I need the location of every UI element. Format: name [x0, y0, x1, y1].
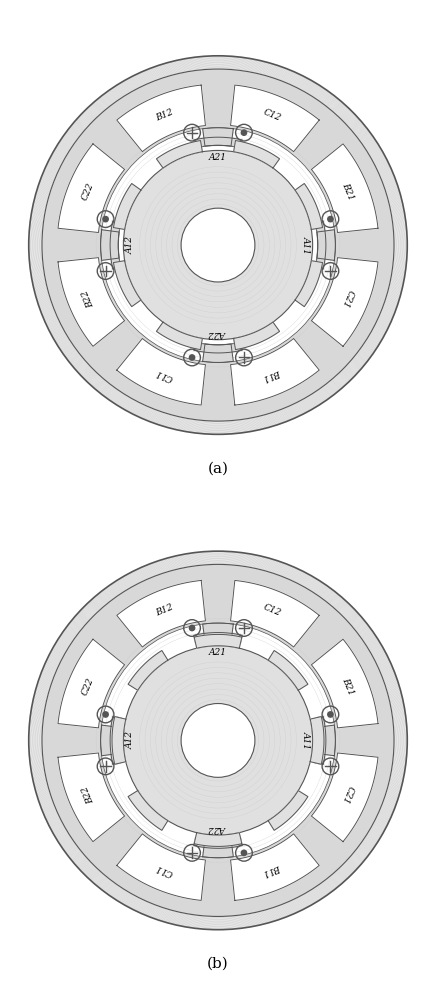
Polygon shape — [112, 717, 126, 764]
Circle shape — [103, 216, 108, 222]
Text: A12: A12 — [126, 731, 134, 749]
Circle shape — [181, 704, 255, 777]
Polygon shape — [310, 717, 324, 764]
Polygon shape — [295, 261, 323, 307]
Text: B12: B12 — [154, 603, 174, 618]
Polygon shape — [128, 651, 168, 690]
Polygon shape — [101, 725, 119, 756]
Text: C12: C12 — [262, 108, 282, 123]
Polygon shape — [113, 184, 141, 229]
Text: B21: B21 — [340, 181, 355, 201]
Polygon shape — [268, 651, 308, 690]
Polygon shape — [268, 791, 308, 830]
Polygon shape — [317, 725, 335, 756]
Polygon shape — [234, 141, 279, 168]
Text: B22: B22 — [81, 784, 96, 804]
Polygon shape — [117, 834, 205, 900]
Polygon shape — [231, 338, 319, 405]
Polygon shape — [234, 322, 279, 350]
Text: C11: C11 — [154, 863, 174, 878]
Polygon shape — [203, 344, 233, 362]
Polygon shape — [194, 137, 242, 148]
Text: B22: B22 — [81, 289, 96, 309]
Polygon shape — [311, 753, 378, 842]
Text: A11: A11 — [302, 731, 310, 749]
Text: A11: A11 — [302, 236, 310, 254]
Polygon shape — [231, 85, 319, 152]
Text: A21: A21 — [209, 648, 227, 657]
Polygon shape — [194, 633, 242, 643]
Text: C22: C22 — [81, 676, 96, 697]
Circle shape — [241, 850, 247, 856]
Text: C12: C12 — [262, 603, 282, 618]
Polygon shape — [58, 753, 125, 842]
Circle shape — [189, 355, 195, 360]
Circle shape — [328, 712, 333, 717]
Text: A21: A21 — [209, 153, 227, 162]
Polygon shape — [317, 230, 335, 260]
Circle shape — [103, 712, 108, 717]
Circle shape — [42, 69, 394, 421]
Circle shape — [189, 625, 195, 631]
Polygon shape — [117, 580, 205, 647]
Text: A22: A22 — [209, 824, 227, 833]
Circle shape — [123, 646, 313, 835]
Polygon shape — [58, 144, 125, 233]
Circle shape — [42, 564, 394, 916]
Text: B11: B11 — [262, 863, 282, 878]
Polygon shape — [113, 261, 141, 307]
Text: C11: C11 — [154, 367, 174, 383]
Polygon shape — [157, 322, 202, 350]
Polygon shape — [315, 716, 326, 765]
Text: C21: C21 — [340, 289, 355, 309]
Polygon shape — [311, 258, 378, 346]
Polygon shape — [110, 716, 121, 765]
Polygon shape — [311, 144, 378, 233]
Circle shape — [123, 150, 313, 340]
Polygon shape — [315, 221, 326, 269]
Polygon shape — [231, 580, 319, 647]
Text: B21: B21 — [340, 677, 355, 697]
Polygon shape — [157, 141, 202, 168]
Polygon shape — [110, 221, 121, 269]
Circle shape — [241, 130, 247, 135]
Circle shape — [181, 208, 255, 282]
Polygon shape — [311, 639, 378, 728]
Text: C22: C22 — [81, 181, 96, 202]
Text: C21: C21 — [340, 784, 355, 804]
Polygon shape — [203, 623, 233, 642]
Polygon shape — [194, 838, 242, 848]
Polygon shape — [194, 833, 242, 846]
Circle shape — [101, 623, 335, 858]
Circle shape — [101, 128, 335, 362]
Polygon shape — [194, 342, 242, 353]
Polygon shape — [58, 258, 125, 346]
Polygon shape — [128, 791, 168, 830]
Polygon shape — [203, 128, 233, 146]
Text: A12: A12 — [126, 236, 134, 254]
Polygon shape — [295, 184, 323, 229]
Polygon shape — [58, 639, 125, 728]
Polygon shape — [101, 230, 119, 260]
Text: B12: B12 — [154, 108, 174, 123]
Polygon shape — [117, 85, 205, 152]
Polygon shape — [203, 839, 233, 858]
Polygon shape — [117, 338, 205, 405]
Polygon shape — [194, 634, 242, 648]
Text: B11: B11 — [262, 367, 282, 383]
Text: A22: A22 — [209, 329, 227, 338]
Text: (b): (b) — [207, 957, 229, 971]
Polygon shape — [231, 834, 319, 900]
Text: (a): (a) — [208, 461, 228, 475]
Circle shape — [328, 216, 333, 222]
